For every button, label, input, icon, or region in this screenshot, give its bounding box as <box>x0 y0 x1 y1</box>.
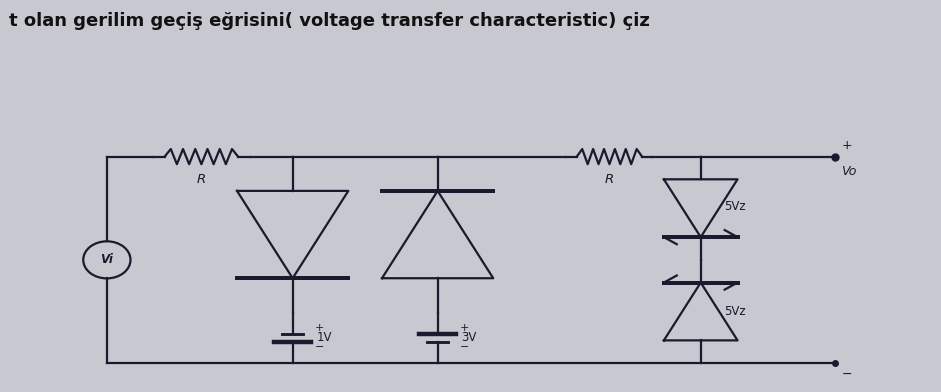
Text: R: R <box>197 174 206 187</box>
Text: 5Vz: 5Vz <box>725 200 746 213</box>
Text: R: R <box>605 174 614 187</box>
Text: 1V: 1V <box>316 331 332 344</box>
Text: −: − <box>841 368 852 381</box>
Text: −: − <box>460 343 470 352</box>
Text: +: + <box>315 323 325 333</box>
Text: Vi: Vi <box>101 253 113 266</box>
Text: t olan gerilim geçiş eğrisini( voltage transfer characteristic) çiz: t olan gerilim geçiş eğrisini( voltage t… <box>9 12 650 30</box>
Text: 5Vz: 5Vz <box>725 305 746 318</box>
Text: −: − <box>315 343 325 352</box>
Text: 3V: 3V <box>461 331 477 344</box>
Text: +: + <box>460 323 470 333</box>
Text: +: + <box>841 138 852 152</box>
Text: Vo: Vo <box>841 165 856 178</box>
